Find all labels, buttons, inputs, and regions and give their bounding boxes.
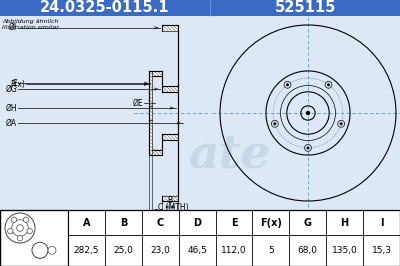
Text: ØA: ØA (6, 118, 17, 127)
Text: E: E (12, 79, 17, 88)
Text: 15,3: 15,3 (372, 246, 392, 255)
Circle shape (306, 111, 310, 114)
Text: 525115: 525115 (274, 1, 336, 15)
Text: G: G (304, 218, 312, 228)
Text: 5: 5 (268, 246, 274, 255)
Text: ate: ate (189, 132, 271, 178)
Bar (0, 210, 68, 266)
Bar (162, 134, 178, 140)
Bar (68, 210, 400, 266)
Bar (0, 0, 400, 16)
Text: ØH: ØH (5, 103, 17, 113)
Text: F(x): F(x) (10, 80, 25, 89)
Text: B: B (168, 196, 173, 205)
Bar (152, 71, 162, 76)
Text: Illustration similar: Illustration similar (2, 25, 59, 30)
Circle shape (327, 83, 330, 86)
Circle shape (11, 217, 17, 222)
Circle shape (23, 217, 29, 222)
Circle shape (340, 122, 343, 125)
Text: F(x): F(x) (260, 218, 282, 228)
Circle shape (5, 213, 35, 243)
Circle shape (284, 81, 291, 88)
Text: B: B (120, 218, 127, 228)
Bar (162, 86, 178, 92)
Text: 24.0325-0115.1: 24.0325-0115.1 (40, 1, 170, 15)
Circle shape (338, 120, 345, 127)
Text: H: H (341, 218, 349, 228)
Circle shape (27, 228, 32, 234)
Text: 46,5: 46,5 (187, 246, 207, 255)
Circle shape (32, 242, 48, 258)
Bar (162, 196, 178, 201)
Circle shape (286, 83, 289, 86)
Text: 135,0: 135,0 (332, 246, 358, 255)
Text: C (MTH): C (MTH) (158, 203, 188, 212)
Text: A: A (83, 218, 90, 228)
Text: C: C (156, 218, 164, 228)
Text: I: I (380, 218, 383, 228)
Circle shape (304, 144, 312, 151)
Text: D: D (193, 218, 201, 228)
Text: Abbildung ähnlich: Abbildung ähnlich (2, 19, 58, 24)
Circle shape (48, 246, 56, 254)
Text: 23,0: 23,0 (150, 246, 170, 255)
Text: 25,0: 25,0 (113, 246, 133, 255)
Circle shape (271, 120, 278, 127)
Text: 282,5: 282,5 (74, 246, 99, 255)
Text: 68,0: 68,0 (298, 246, 318, 255)
Circle shape (325, 81, 332, 88)
Circle shape (17, 235, 23, 241)
Bar (162, 25, 178, 31)
Text: ØI: ØI (9, 23, 17, 32)
Circle shape (273, 122, 276, 125)
Text: ØG: ØG (5, 85, 17, 94)
Bar (149, 71, 152, 155)
Circle shape (306, 146, 310, 149)
Text: D: D (153, 209, 159, 218)
Text: 112,0: 112,0 (221, 246, 247, 255)
Bar (0, 210, 400, 266)
Circle shape (8, 228, 13, 234)
Bar (152, 149, 162, 155)
Text: ØE: ØE (132, 98, 143, 107)
Text: E: E (231, 218, 237, 228)
Bar (0, 16, 400, 210)
